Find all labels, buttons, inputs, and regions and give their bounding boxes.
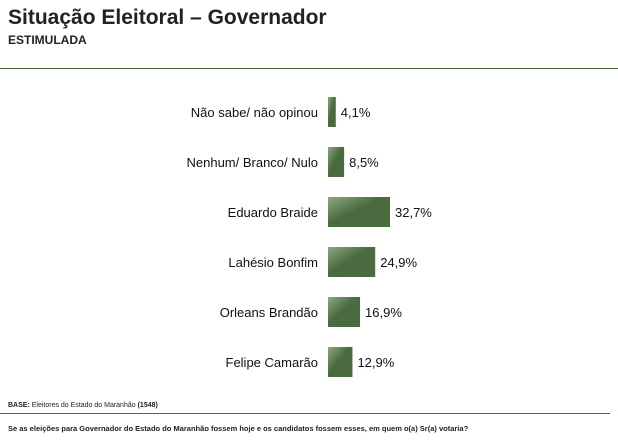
bar	[328, 97, 336, 127]
value-label: 32,7%	[395, 205, 432, 220]
base-count: (1548)	[137, 402, 158, 409]
bar	[328, 197, 390, 227]
base-text: Eleitores do Estado do Maranhão	[31, 402, 136, 409]
category-label: Nenhum/ Branco/ Nulo	[186, 155, 318, 170]
category-label: Felipe Camarão	[226, 355, 319, 370]
value-label: 24,9%	[380, 255, 417, 270]
category-label: Eduardo Braide	[228, 205, 318, 220]
bar	[328, 247, 376, 277]
category-label: Não sabe/ não opinou	[191, 105, 318, 120]
value-label: 16,9%	[365, 305, 402, 320]
footer-divider	[0, 413, 610, 414]
survey-question: Se as eleições para Governador do Estado…	[8, 424, 469, 433]
bar	[328, 297, 361, 327]
value-label: 12,9%	[357, 355, 394, 370]
header-divider	[0, 68, 618, 69]
bar	[328, 147, 345, 177]
category-label: Lahésio Bonfim	[228, 255, 318, 270]
base-label: BASE:	[8, 402, 30, 409]
value-label: 8,5%	[349, 155, 379, 170]
bar	[328, 347, 353, 377]
page-title: Situação Eleitoral – Governador	[8, 6, 327, 29]
page-subtitle: ESTIMULADA	[8, 33, 87, 47]
category-label: Orleans Brandão	[220, 305, 318, 320]
value-label: 4,1%	[341, 105, 371, 120]
base-note: BASE: Eleitores do Estado do Maranhão (1…	[8, 402, 158, 409]
